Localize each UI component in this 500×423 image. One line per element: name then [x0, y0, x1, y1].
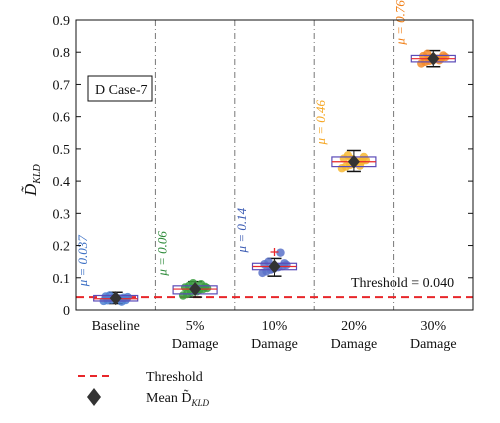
legend: Threshold Mean D̃KLD	[78, 370, 210, 408]
category-label-line1: 10%	[262, 319, 288, 334]
mean-diamond	[427, 51, 440, 66]
y-tick-label: 0.9	[53, 14, 71, 29]
category-label-line1: Baseline	[92, 319, 140, 334]
y-tick-label: 0.8	[53, 46, 71, 61]
category-label-line2: Damage	[331, 337, 378, 352]
case-label: D Case-7	[95, 83, 148, 98]
y-axis: 0 0.1 0.2 0.3 0.4 0.5 0.6 0.7 0.8 0.9	[53, 14, 473, 319]
legend-mean-label-main: Mean D̃	[146, 389, 192, 406]
y-axis-label-main: D̃	[21, 183, 40, 197]
plot-area-frame	[75, 19, 474, 311]
groups-layer: μ = 0.037 μ = 0.06 μ = 0.14 μ = 0.46 μ = 0.7…	[75, 0, 456, 306]
y-axis-label-sub: KLD	[32, 163, 43, 184]
outlier-marker	[270, 248, 279, 256]
mean-annotation: μ = 0.037	[75, 235, 90, 288]
box-group: μ = 0.14	[234, 207, 298, 278]
y-tick-label: 0.1	[53, 272, 71, 287]
legend-mean-label-sub: KLD	[191, 398, 210, 408]
category-label-line1: 20%	[341, 319, 367, 334]
group-separators	[154, 20, 395, 310]
y-tick-label: 0.5	[53, 143, 71, 158]
y-tick-label: 0.6	[53, 111, 71, 126]
y-tick-label: 0.4	[53, 175, 71, 190]
mean-diamond	[189, 282, 202, 297]
mean-annotation: μ = 0.14	[234, 207, 249, 253]
box-group: μ = 0.46	[313, 99, 377, 173]
mean-diamond	[268, 259, 281, 274]
category-label-line2: Damage	[410, 337, 457, 352]
x-axis-categories: Baseline 5% Damage 10% Damage 20% Damage 30% Dam…	[92, 319, 457, 352]
box-group: μ = 0.76	[393, 0, 456, 68]
y-tick-label: 0.2	[53, 240, 71, 255]
y-tick-label: 0	[63, 304, 70, 319]
threshold-label: Threshold = 0.040	[351, 276, 454, 291]
legend-mean-diamond	[87, 388, 101, 406]
case-label-box: D Case-7	[87, 75, 153, 102]
y-axis-label: D̃KLD	[21, 163, 43, 197]
legend-mean-label: Mean D̃KLD	[146, 389, 210, 408]
legend-threshold-label: Threshold	[146, 370, 203, 385]
mean-annotation: μ = 0.06	[154, 231, 169, 277]
mean-annotation: μ = 0.46	[313, 99, 328, 145]
y-tick-label: 0.3	[53, 207, 71, 222]
mean-annotation: μ = 0.76	[393, 0, 408, 46]
category-label-line2: Damage	[172, 337, 219, 352]
mean-diamond	[109, 291, 122, 306]
data-point	[276, 248, 285, 257]
category-label-line1: 30%	[420, 319, 446, 334]
box-group: μ = 0.06	[154, 231, 218, 300]
y-tick-label: 0.7	[53, 78, 71, 93]
category-label-line1: 5%	[186, 319, 205, 334]
box-group: μ = 0.037	[75, 235, 139, 306]
mean-diamond	[347, 154, 360, 169]
category-label-line2: Damage	[251, 337, 298, 352]
